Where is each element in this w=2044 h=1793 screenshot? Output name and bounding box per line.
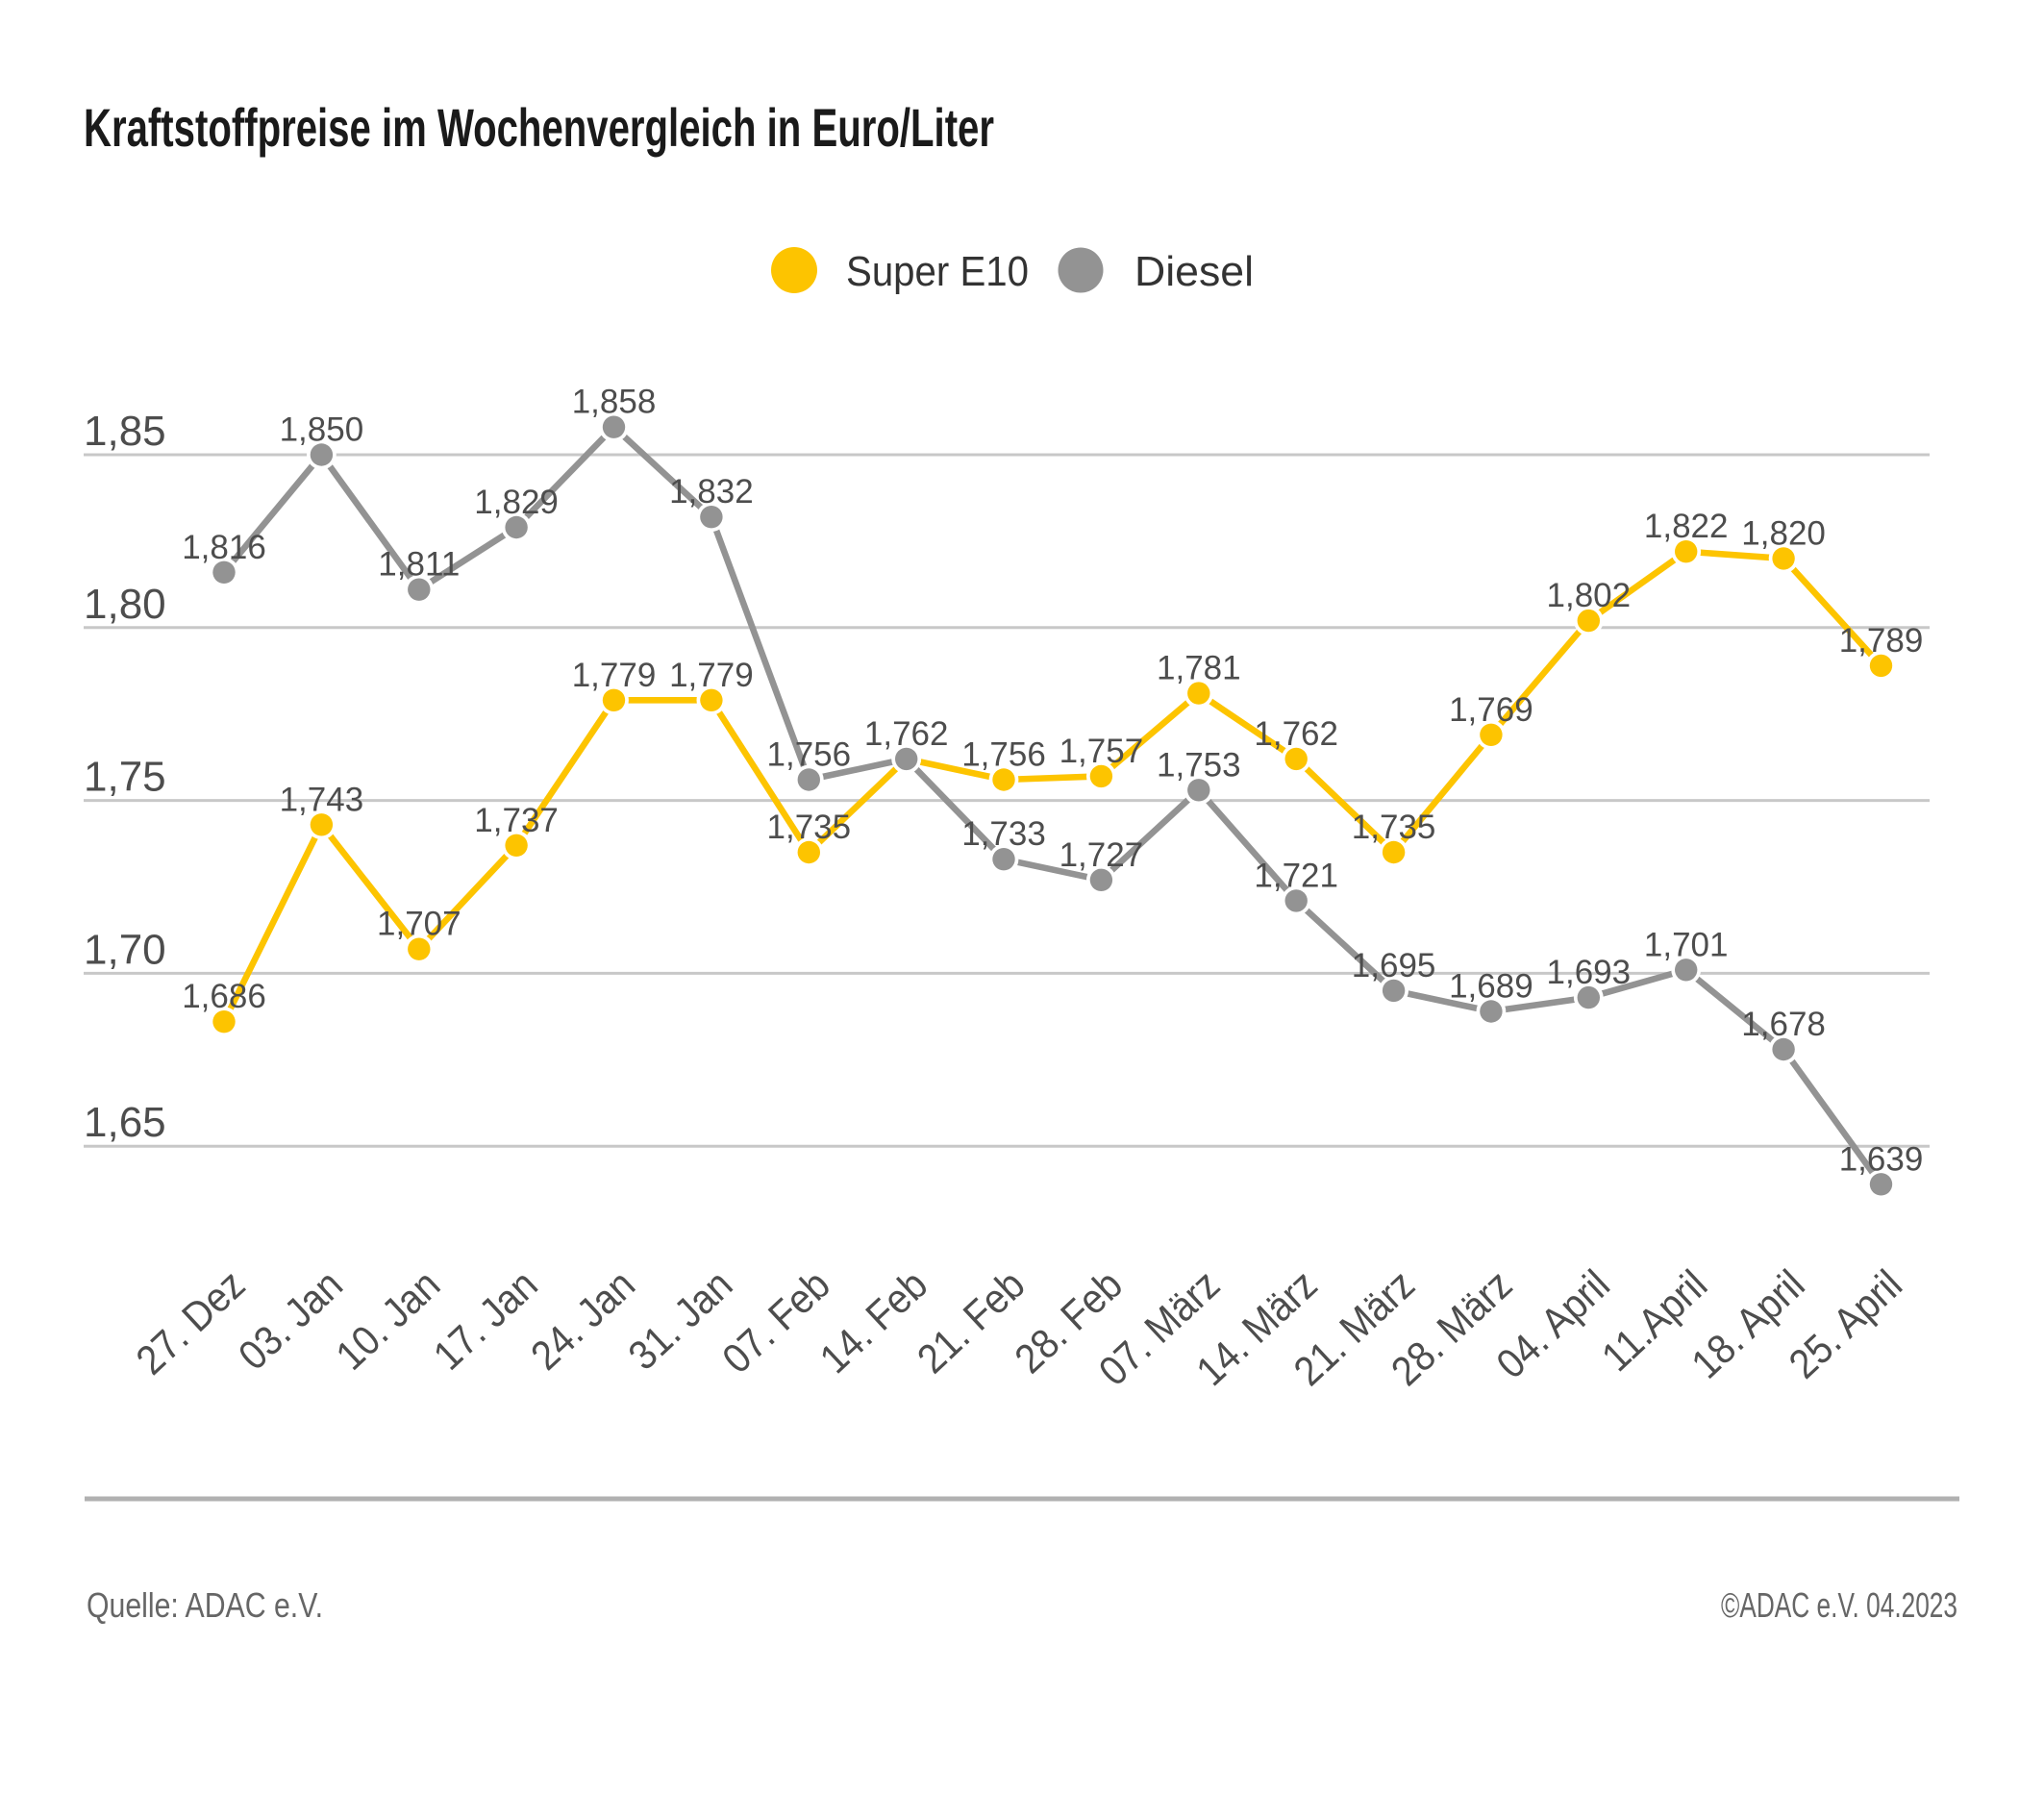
svg-text:1,727: 1,727 bbox=[1059, 836, 1144, 874]
svg-text:1,733: 1,733 bbox=[961, 815, 1046, 853]
svg-text:1,693: 1,693 bbox=[1547, 954, 1632, 991]
svg-text:1,811: 1,811 bbox=[378, 546, 460, 584]
svg-text:Super E10: Super E10 bbox=[846, 248, 1029, 295]
svg-text:1,639: 1,639 bbox=[1839, 1140, 1924, 1178]
svg-text:1,70: 1,70 bbox=[84, 926, 166, 973]
svg-text:1,65: 1,65 bbox=[84, 1099, 166, 1146]
svg-text:©ADAC e.V. 04.2023: ©ADAC e.V. 04.2023 bbox=[1721, 1585, 1957, 1625]
svg-text:1,756: 1,756 bbox=[767, 736, 852, 774]
svg-text:1,832: 1,832 bbox=[669, 473, 754, 511]
svg-text:1,743: 1,743 bbox=[280, 781, 364, 818]
svg-text:1,858: 1,858 bbox=[572, 384, 657, 421]
svg-text:1,686: 1,686 bbox=[182, 978, 266, 1015]
svg-text:1,689: 1,689 bbox=[1449, 968, 1533, 1006]
svg-text:1,822: 1,822 bbox=[1644, 508, 1729, 545]
svg-text:1,829: 1,829 bbox=[474, 484, 559, 521]
svg-text:1,735: 1,735 bbox=[767, 809, 852, 846]
svg-text:1,769: 1,769 bbox=[1449, 691, 1533, 729]
svg-text:1,789: 1,789 bbox=[1839, 622, 1924, 660]
svg-text:Diesel: Diesel bbox=[1134, 248, 1254, 295]
svg-text:1,80: 1,80 bbox=[84, 581, 166, 628]
svg-text:1,678: 1,678 bbox=[1741, 1006, 1826, 1043]
svg-text:1,737: 1,737 bbox=[474, 802, 559, 839]
svg-text:Kraftstoffpreise im Wochenverg: Kraftstoffpreise im Wochenvergleich in E… bbox=[84, 97, 994, 158]
svg-text:1,757: 1,757 bbox=[1059, 733, 1144, 770]
svg-text:1,753: 1,753 bbox=[1157, 746, 1241, 784]
svg-text:1,695: 1,695 bbox=[1352, 947, 1436, 984]
svg-text:1,762: 1,762 bbox=[864, 715, 949, 753]
svg-text:1,85: 1,85 bbox=[84, 408, 166, 455]
svg-text:1,75: 1,75 bbox=[84, 754, 166, 801]
svg-text:1,779: 1,779 bbox=[572, 657, 657, 694]
svg-text:1,721: 1,721 bbox=[1254, 857, 1338, 894]
svg-text:Quelle: ADAC e.V.: Quelle: ADAC e.V. bbox=[87, 1585, 323, 1625]
svg-text:1,850: 1,850 bbox=[280, 411, 364, 449]
svg-text:1,820: 1,820 bbox=[1741, 514, 1826, 552]
svg-text:1,756: 1,756 bbox=[961, 736, 1046, 774]
svg-text:1,762: 1,762 bbox=[1254, 715, 1338, 753]
svg-text:1,779: 1,779 bbox=[669, 657, 754, 694]
svg-text:1,735: 1,735 bbox=[1352, 809, 1436, 846]
svg-text:1,816: 1,816 bbox=[182, 529, 266, 566]
svg-text:1,707: 1,707 bbox=[377, 906, 461, 943]
svg-text:1,781: 1,781 bbox=[1157, 650, 1241, 687]
svg-text:1,802: 1,802 bbox=[1547, 577, 1632, 614]
svg-text:1,701: 1,701 bbox=[1644, 926, 1729, 963]
